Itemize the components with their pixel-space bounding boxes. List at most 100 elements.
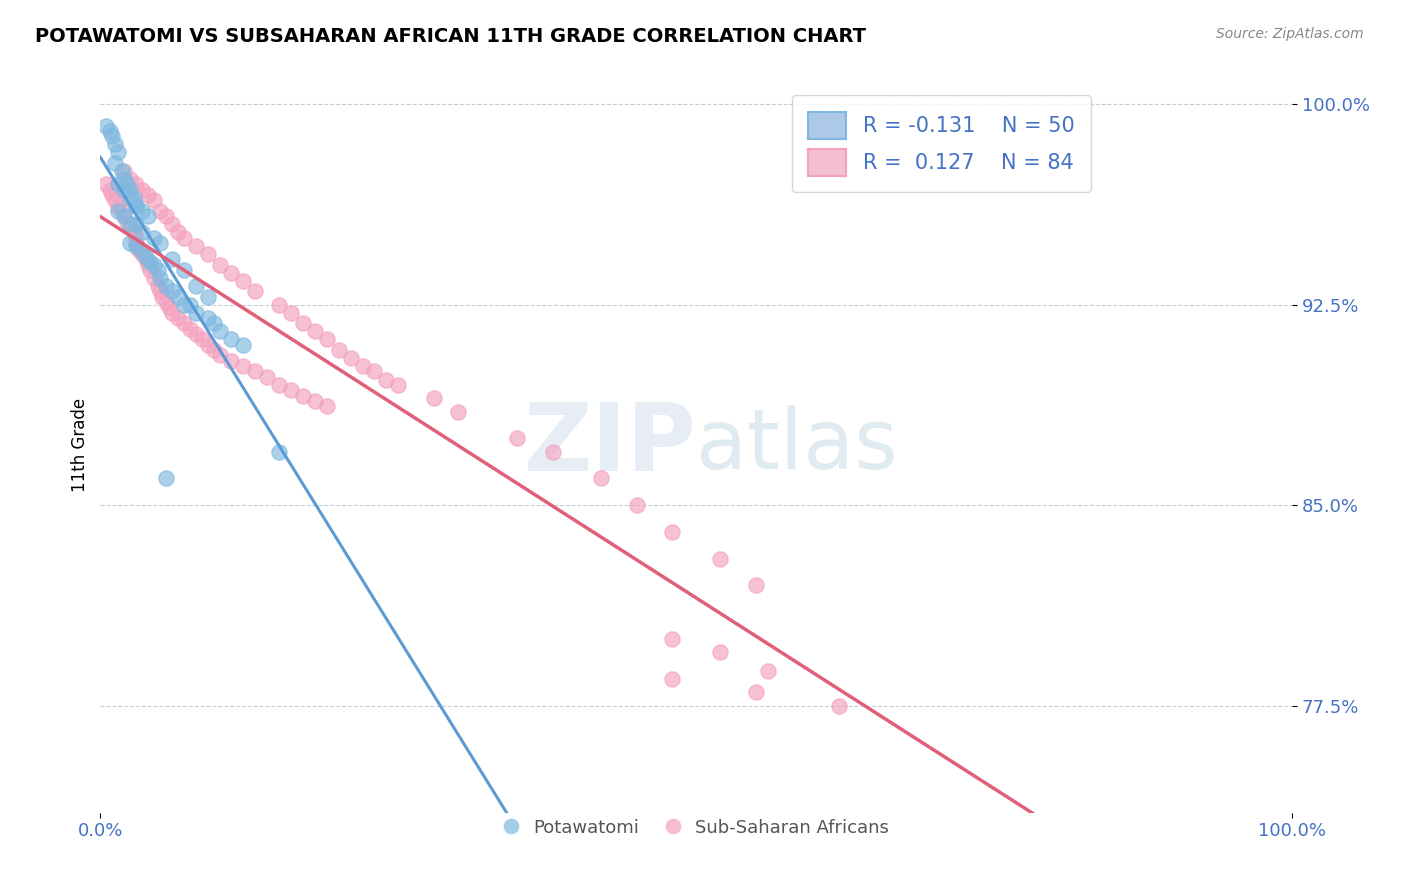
Point xyxy=(149,204,172,219)
Point xyxy=(756,664,779,678)
Point xyxy=(173,231,195,245)
Point xyxy=(280,306,302,320)
Point xyxy=(256,369,278,384)
Point xyxy=(112,210,135,224)
Point xyxy=(166,290,188,304)
Point xyxy=(107,199,129,213)
Point xyxy=(166,226,188,240)
Point xyxy=(120,236,142,251)
Point xyxy=(166,311,188,326)
Point xyxy=(173,263,195,277)
Point xyxy=(269,298,291,312)
Point xyxy=(135,250,157,264)
Point xyxy=(709,645,731,659)
Point xyxy=(232,274,254,288)
Point xyxy=(111,164,134,178)
Point xyxy=(120,191,142,205)
Point xyxy=(143,258,166,272)
Point xyxy=(104,137,127,152)
Point xyxy=(245,285,267,299)
Point xyxy=(173,317,195,331)
Point xyxy=(506,431,529,445)
Point xyxy=(232,338,254,352)
Point xyxy=(280,383,302,397)
Y-axis label: 11th Grade: 11th Grade xyxy=(72,398,89,492)
Text: POTAWATOMI VS SUBSAHARAN AFRICAN 11TH GRADE CORRELATION CHART: POTAWATOMI VS SUBSAHARAN AFRICAN 11TH GR… xyxy=(35,27,866,45)
Point xyxy=(125,178,148,192)
Point xyxy=(447,404,470,418)
Point xyxy=(98,183,121,197)
Point xyxy=(173,298,195,312)
Point xyxy=(160,285,183,299)
Point xyxy=(245,364,267,378)
Point xyxy=(197,247,219,261)
Point xyxy=(352,359,374,373)
Point xyxy=(143,231,166,245)
Point xyxy=(122,191,145,205)
Point xyxy=(159,301,181,315)
Point xyxy=(269,444,291,458)
Point xyxy=(197,311,219,326)
Point xyxy=(709,551,731,566)
Point xyxy=(125,236,148,251)
Point xyxy=(125,199,148,213)
Point xyxy=(125,239,148,253)
Point xyxy=(143,271,166,285)
Point xyxy=(155,295,177,310)
Point xyxy=(98,124,121,138)
Point xyxy=(221,266,243,280)
Point xyxy=(155,210,177,224)
Point xyxy=(745,685,768,699)
Point xyxy=(112,183,135,197)
Point xyxy=(125,231,148,245)
Point xyxy=(184,327,207,342)
Point xyxy=(197,290,219,304)
Text: ZIP: ZIP xyxy=(523,399,696,491)
Point xyxy=(208,258,231,272)
Point xyxy=(661,632,683,646)
Point xyxy=(149,285,172,299)
Point xyxy=(111,204,134,219)
Point xyxy=(202,343,225,357)
Point xyxy=(661,524,683,539)
Point xyxy=(136,188,159,202)
Point xyxy=(115,178,138,192)
Point xyxy=(150,290,173,304)
Point xyxy=(135,252,157,267)
Point xyxy=(107,204,129,219)
Point xyxy=(304,325,326,339)
Point xyxy=(208,325,231,339)
Point xyxy=(120,172,142,186)
Point xyxy=(589,471,612,485)
Point xyxy=(131,183,153,197)
Point xyxy=(363,364,385,378)
Point xyxy=(120,220,142,235)
Point xyxy=(221,333,243,347)
Point xyxy=(107,145,129,160)
Point xyxy=(112,164,135,178)
Point xyxy=(125,199,148,213)
Point xyxy=(112,172,135,186)
Point xyxy=(184,239,207,253)
Point xyxy=(197,338,219,352)
Point xyxy=(104,156,127,170)
Point xyxy=(179,298,201,312)
Point xyxy=(120,218,142,232)
Point xyxy=(131,204,153,219)
Point xyxy=(96,178,118,192)
Point xyxy=(96,119,118,133)
Point xyxy=(190,333,212,347)
Legend: Potawatomi, Sub-Saharan Africans: Potawatomi, Sub-Saharan Africans xyxy=(496,812,896,844)
Text: atlas: atlas xyxy=(696,404,898,485)
Point xyxy=(131,247,153,261)
Text: Source: ZipAtlas.com: Source: ZipAtlas.com xyxy=(1216,27,1364,41)
Point xyxy=(179,322,201,336)
Point xyxy=(828,698,851,713)
Point xyxy=(139,263,162,277)
Point xyxy=(139,255,162,269)
Point xyxy=(122,226,145,240)
Point xyxy=(120,183,142,197)
Point xyxy=(541,444,564,458)
Point xyxy=(269,377,291,392)
Point xyxy=(131,244,153,259)
